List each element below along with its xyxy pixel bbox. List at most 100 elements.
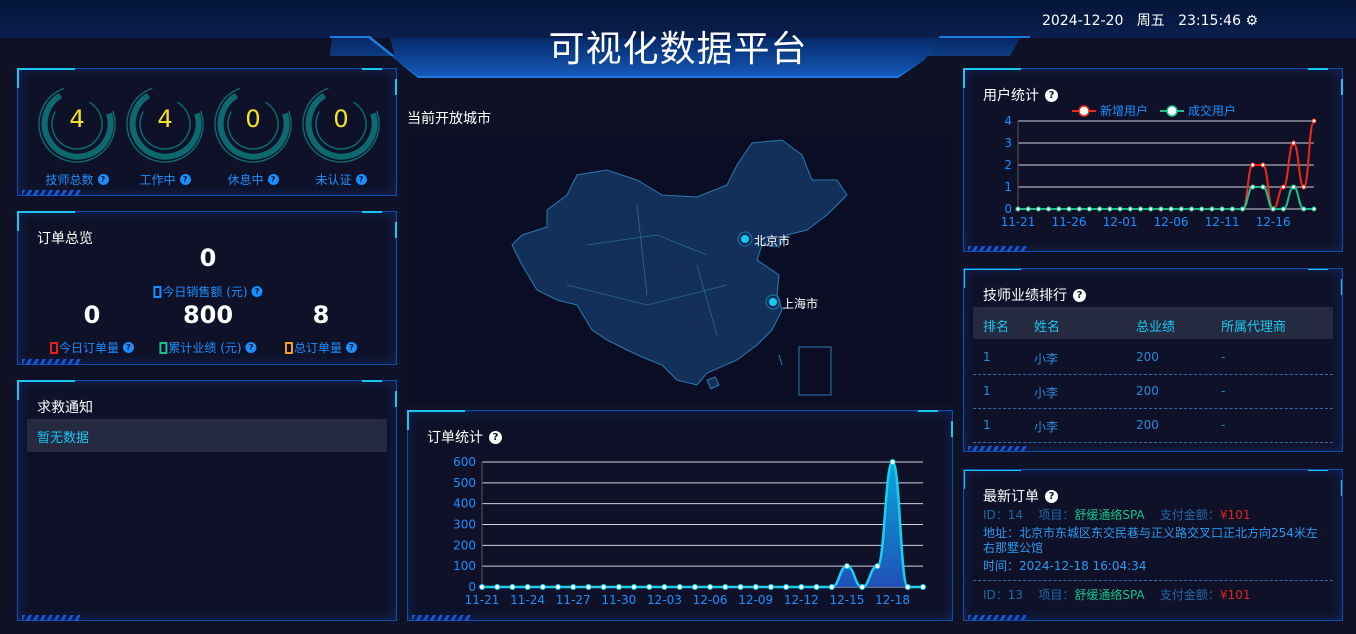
data-point[interactable] (1301, 184, 1307, 190)
gauge-label: 未认证? (298, 171, 384, 188)
data-point[interactable] (783, 584, 790, 590)
data-point[interactable] (1270, 206, 1276, 212)
data-point[interactable] (1035, 206, 1041, 212)
data-point[interactable] (676, 584, 683, 590)
data-point[interactable] (707, 584, 714, 590)
data-point[interactable] (904, 584, 911, 590)
ring-gauge (126, 87, 204, 163)
legend-label[interactable]: 新增用户 (1100, 103, 1148, 118)
stat-value: 8 (312, 301, 330, 329)
data-point[interactable] (479, 584, 485, 590)
data-point[interactable] (1086, 206, 1092, 212)
data-point[interactable] (631, 584, 638, 590)
legend-label[interactable]: 成交用户 (1188, 103, 1236, 118)
y-tick-label: 0 (1004, 202, 1012, 216)
data-point[interactable] (843, 563, 850, 570)
orders-overview-panel: 订单总览 0 今日销售额 (元)? 0 今日订单量? 800 累计业绩 (元)? 8… (17, 211, 397, 365)
data-point[interactable] (1158, 206, 1164, 212)
data-point[interactable] (646, 584, 653, 590)
data-point[interactable] (1291, 184, 1297, 190)
ring-gauge (38, 87, 116, 163)
data-point[interactable] (920, 584, 926, 590)
data-point[interactable] (1301, 206, 1307, 212)
x-tick-label: 11-26 (1052, 215, 1087, 229)
data-point[interactable] (615, 584, 622, 590)
data-point[interactable] (1107, 206, 1113, 212)
data-point[interactable] (813, 584, 820, 590)
data-point[interactable] (1311, 118, 1317, 124)
gear-icon[interactable]: ⚙ (1245, 13, 1258, 29)
help-icon[interactable]: ? (1073, 288, 1086, 302)
data-point[interactable] (1280, 206, 1286, 212)
data-point[interactable] (1097, 206, 1103, 212)
data-point[interactable] (1046, 206, 1052, 212)
data-point[interactable] (1168, 206, 1174, 212)
data-point[interactable] (1025, 206, 1031, 212)
data-point[interactable] (737, 584, 744, 590)
help-icon[interactable]: ? (267, 174, 279, 185)
data-point[interactable] (1260, 184, 1266, 190)
data-point[interactable] (889, 459, 896, 465)
order-item-13[interactable]: ID：13 项目：舒缓通络SPA 支付金额：¥101 (983, 588, 1251, 602)
data-point[interactable] (1209, 206, 1215, 212)
order-item-14-header[interactable]: ID：14 项目：舒缓通络SPA 支付金额：¥101 (983, 508, 1251, 522)
data-point[interactable] (1137, 206, 1143, 212)
data-point[interactable] (539, 584, 546, 590)
data-point[interactable] (509, 584, 516, 590)
y-tick-label: 300 (453, 518, 476, 532)
data-point[interactable] (1148, 206, 1154, 212)
data-point[interactable] (1291, 140, 1297, 146)
panel-title: 用户统计 (983, 88, 1039, 104)
help-icon[interactable]: ? (245, 342, 257, 353)
data-point[interactable] (1219, 206, 1225, 212)
x-tick-label: 12-15 (830, 593, 865, 607)
data-point[interactable] (859, 584, 866, 590)
data-point[interactable] (722, 584, 729, 590)
table-row[interactable]: 1 小李 200- (973, 341, 1333, 375)
help-icon[interactable]: ? (97, 174, 109, 185)
data-point[interactable] (691, 584, 698, 590)
data-point[interactable] (1117, 206, 1123, 212)
data-point[interactable] (1229, 206, 1235, 212)
table-row[interactable]: 1 小李 200- (973, 375, 1333, 409)
data-point[interactable] (874, 563, 881, 570)
data-point[interactable] (828, 584, 835, 590)
data-point[interactable] (767, 584, 774, 590)
data-point[interactable] (1199, 206, 1205, 212)
gauge-label: 技师总数? (34, 171, 120, 188)
data-point[interactable] (600, 584, 607, 590)
help-icon[interactable]: ? (123, 342, 135, 353)
table-row[interactable]: 1 小李 200- (973, 409, 1333, 443)
data-point[interactable] (1240, 206, 1246, 212)
help-icon[interactable]: ? (346, 342, 358, 353)
china-map[interactable]: 北京市 上海市 (407, 135, 953, 403)
data-point[interactable] (494, 584, 501, 590)
help-icon[interactable]: ? (179, 174, 191, 185)
help-icon[interactable]: ? (355, 174, 367, 185)
data-point[interactable] (570, 584, 577, 590)
data-point[interactable] (1250, 184, 1256, 190)
data-point[interactable] (1015, 206, 1021, 212)
data-point[interactable] (661, 584, 668, 590)
city-label-beijing[interactable]: 北京市 (754, 234, 791, 248)
help-icon[interactable]: ? (1045, 489, 1058, 503)
data-point[interactable] (1189, 206, 1195, 212)
data-point[interactable] (1250, 162, 1256, 168)
data-point[interactable] (1066, 206, 1072, 212)
data-point[interactable] (1178, 206, 1184, 212)
data-point[interactable] (1076, 206, 1082, 212)
help-icon[interactable]: ? (251, 286, 263, 297)
data-point[interactable] (524, 584, 531, 590)
data-point[interactable] (798, 584, 805, 590)
data-point[interactable] (1127, 206, 1133, 212)
data-point[interactable] (752, 584, 759, 590)
data-point[interactable] (1311, 206, 1317, 212)
data-point[interactable] (585, 584, 592, 590)
help-icon[interactable]: ? (489, 430, 502, 444)
data-point[interactable] (555, 584, 562, 590)
city-label-shanghai[interactable]: 上海市 (782, 297, 819, 311)
data-point[interactable] (1056, 206, 1062, 212)
data-point[interactable] (1260, 162, 1266, 168)
data-point[interactable] (1280, 184, 1286, 190)
help-icon[interactable]: ? (1045, 88, 1058, 102)
